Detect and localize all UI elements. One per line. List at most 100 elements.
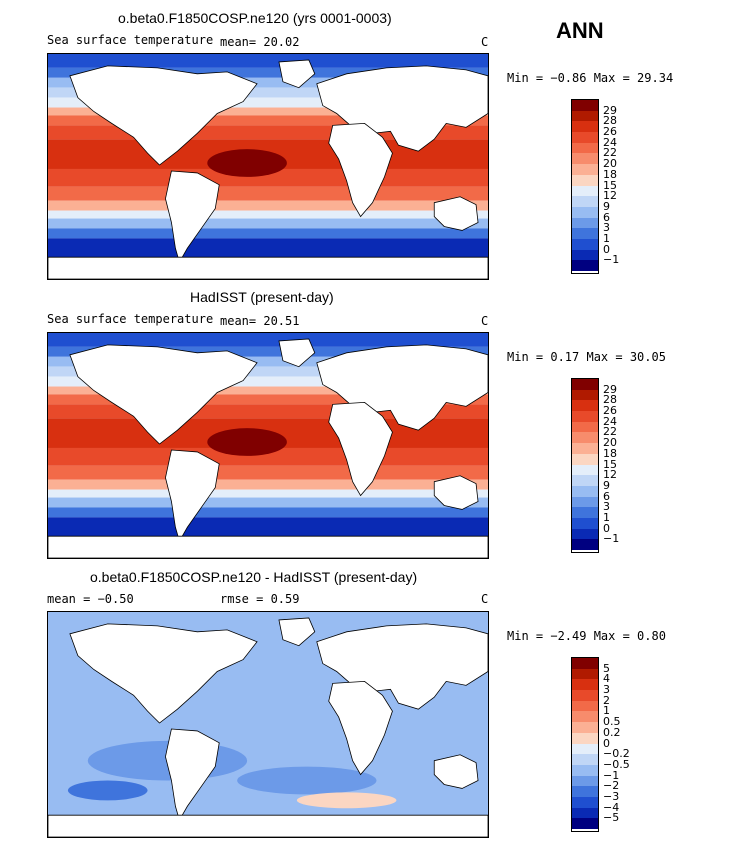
colorbar-segment bbox=[572, 432, 598, 444]
world-map bbox=[48, 612, 488, 837]
colorbar-segment bbox=[572, 775, 598, 787]
sst-band bbox=[48, 346, 488, 357]
continent-outline bbox=[328, 680, 393, 776]
colorbar-tick-label: 24 bbox=[603, 135, 617, 149]
colorbar-segment bbox=[572, 153, 598, 165]
colorbar-tick-label: 9 bbox=[603, 478, 610, 492]
colorbar-segment bbox=[572, 528, 598, 540]
colorbar-tick-label: −0.2 bbox=[603, 747, 630, 761]
panel-3-units: C bbox=[481, 592, 489, 606]
colorbar-segment bbox=[572, 517, 598, 529]
colorbar-tick-label: 29 bbox=[603, 103, 617, 117]
colorbar-tick-label: 28 bbox=[603, 393, 617, 407]
colorbar-tick-label: 22 bbox=[603, 146, 617, 160]
colorbar-tick-label: 3 bbox=[603, 221, 610, 235]
colorbar-segment bbox=[572, 443, 598, 454]
colorbar-segment bbox=[572, 100, 598, 111]
colorbar-segment bbox=[572, 185, 598, 197]
panel-2-mean: mean= 20.51 bbox=[220, 314, 300, 328]
panel-2-units: C bbox=[481, 314, 489, 328]
colorbar-tick-label: −1 bbox=[603, 532, 620, 546]
sst-band bbox=[48, 186, 488, 201]
colorbar-segment bbox=[572, 206, 598, 218]
colorbar-segment bbox=[572, 217, 598, 229]
colorbar-tick-label: 20 bbox=[603, 436, 617, 450]
colorbar-segment bbox=[572, 743, 598, 755]
sst-band bbox=[48, 479, 488, 490]
colorbar-segment bbox=[572, 764, 598, 776]
continent-outline bbox=[48, 535, 488, 558]
continent-outline bbox=[433, 196, 479, 231]
colorbar-segment bbox=[572, 389, 598, 401]
panel-1-map bbox=[47, 53, 489, 280]
panel-1-colorbar bbox=[571, 99, 599, 274]
colorbar-segment bbox=[572, 411, 598, 422]
panel-1-variable-label: Sea surface temperature bbox=[47, 33, 214, 47]
sst-band bbox=[48, 386, 488, 395]
sst-band bbox=[48, 200, 488, 211]
colorbar-tick-label: −1 bbox=[603, 253, 620, 267]
colorbar-segment bbox=[572, 796, 598, 808]
continent-outline bbox=[69, 65, 258, 166]
colorbar-tick-label: 24 bbox=[603, 414, 617, 428]
anomaly-patch bbox=[67, 780, 148, 801]
sst-band bbox=[48, 54, 488, 68]
colorbar-tick-label: 0.2 bbox=[603, 725, 621, 739]
colorbar-segment bbox=[572, 249, 598, 261]
colorbar-tick-label: 26 bbox=[603, 125, 617, 139]
sst-band bbox=[48, 507, 488, 518]
colorbar-tick-label: 18 bbox=[603, 167, 617, 181]
colorbar-tick-label: 6 bbox=[603, 489, 610, 503]
colorbar-segment bbox=[572, 539, 598, 550]
colorbar-tick-label: 6 bbox=[603, 210, 610, 224]
panel-1-title: o.beta0.F1850COSP.ne120 (yrs 0001-0003) bbox=[118, 10, 392, 26]
colorbar-tick-label: 2 bbox=[603, 693, 610, 707]
colorbar-tick-label: 15 bbox=[603, 457, 617, 471]
sst-band bbox=[48, 366, 488, 377]
colorbar-tick-label: 3 bbox=[603, 500, 610, 514]
sst-band bbox=[48, 465, 488, 480]
colorbar-tick-label: 12 bbox=[603, 189, 617, 203]
panel-3-map bbox=[47, 611, 489, 838]
colorbar-tick-label: 0 bbox=[603, 736, 610, 750]
continent-outline bbox=[433, 475, 479, 510]
colorbar-segment bbox=[572, 485, 598, 497]
continent-outline bbox=[278, 338, 316, 368]
panel-1-units: C bbox=[481, 35, 489, 49]
panel-2-variable-label: Sea surface temperature bbox=[47, 312, 214, 326]
colorbar-segment bbox=[572, 110, 598, 122]
continent-outline bbox=[69, 623, 258, 724]
colorbar-segment bbox=[572, 121, 598, 133]
colorbar-tick-label: 0 bbox=[603, 521, 610, 535]
colorbar-segment bbox=[572, 807, 598, 819]
colorbar-segment bbox=[572, 786, 598, 797]
sst-band bbox=[48, 333, 488, 347]
colorbar-segment bbox=[572, 475, 598, 486]
colorbar-tick-label: 9 bbox=[603, 199, 610, 213]
colorbar-segment bbox=[572, 507, 598, 518]
continent-outline bbox=[328, 401, 393, 497]
colorbar-tick-label: −3 bbox=[603, 789, 620, 803]
sst-band bbox=[48, 228, 488, 239]
panel-2-minmax: Min = 0.17 Max = 30.05 bbox=[507, 350, 666, 364]
colorbar-segment bbox=[572, 228, 598, 239]
sst-band bbox=[48, 97, 488, 108]
colorbar-segment bbox=[572, 132, 598, 143]
continent-outline bbox=[48, 256, 488, 279]
world-map bbox=[48, 54, 488, 279]
panel-2-map bbox=[47, 332, 489, 559]
colorbar-segment bbox=[572, 464, 598, 476]
continent-outline bbox=[165, 449, 220, 543]
colorbar-tick-label: 1 bbox=[603, 704, 610, 718]
panel-2-title: HadISST (present-day) bbox=[190, 289, 334, 305]
panel-3-colorbar bbox=[571, 657, 599, 832]
colorbar-tick-label: −0.5 bbox=[603, 757, 630, 771]
colorbar-segment bbox=[572, 142, 598, 154]
panel-3-rmse: rmse = 0.59 bbox=[220, 592, 300, 606]
colorbar-segment bbox=[572, 722, 598, 733]
sst-band bbox=[48, 87, 488, 98]
colorbar-segment bbox=[572, 421, 598, 433]
sst-band bbox=[48, 489, 488, 498]
colorbar-tick-label: 26 bbox=[603, 404, 617, 418]
colorbar-segment bbox=[572, 496, 598, 508]
